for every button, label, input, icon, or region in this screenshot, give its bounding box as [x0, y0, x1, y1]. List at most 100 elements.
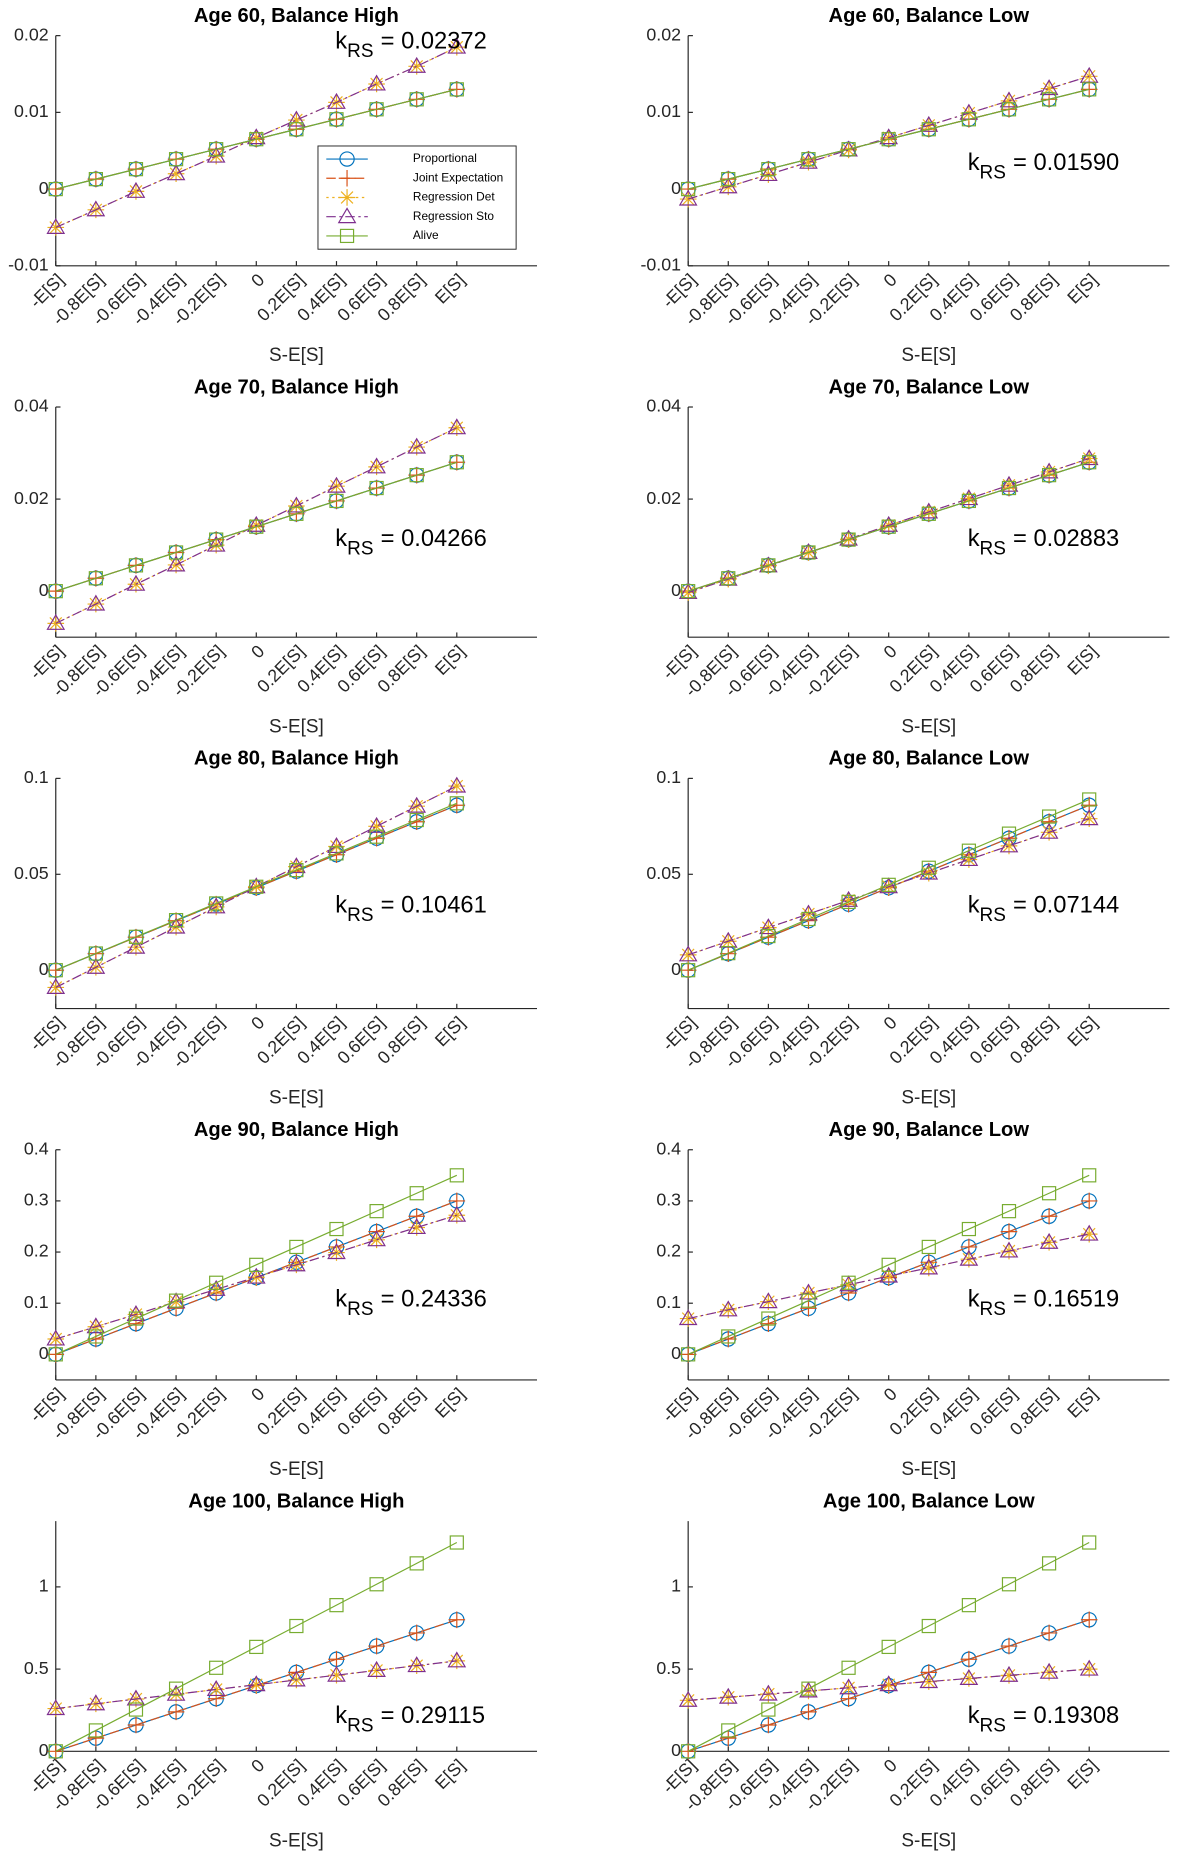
marker [678, 945, 698, 962]
panel-title: Age 80, Balance High [194, 748, 399, 770]
marker [999, 836, 1019, 853]
y-tick-label: 0.02 [14, 24, 49, 44]
marker [168, 1293, 184, 1308]
marker [961, 112, 977, 127]
x-tick-label: E[S] [431, 641, 469, 679]
panel-title: Age 70, Balance Low [829, 376, 1030, 398]
y-tick-label: 0.4 [24, 1138, 49, 1158]
x-tick-label: 0 [247, 641, 268, 662]
marker [86, 1317, 106, 1334]
marker [246, 1675, 266, 1692]
series-line [687, 798, 1090, 971]
marker [999, 475, 1019, 492]
series-line [687, 1174, 1090, 1355]
marker [1000, 476, 1018, 494]
marker [1041, 809, 1057, 824]
marker [126, 574, 146, 591]
x-axis-label: S-E[S] [901, 1459, 956, 1480]
marker [168, 545, 184, 560]
marker [249, 519, 264, 534]
marker [679, 1310, 697, 1327]
marker [841, 894, 856, 910]
x-tick-label: 0 [880, 1384, 901, 1405]
marker [327, 92, 346, 109]
y-tick-label: 0.1 [656, 767, 681, 787]
series-line [55, 1214, 457, 1340]
y-tick-label: 0 [671, 1740, 681, 1760]
marker [86, 1694, 106, 1711]
marker [367, 816, 386, 833]
annotation-subscript: RS [980, 1299, 1006, 1320]
marker [760, 1716, 777, 1734]
marker [721, 1329, 736, 1344]
marker [799, 152, 818, 169]
y-tick-label: 0.4 [656, 1138, 681, 1158]
marker [999, 1241, 1019, 1258]
marker [840, 892, 857, 909]
marker [447, 776, 467, 793]
marker [287, 496, 306, 513]
marker [168, 1681, 184, 1696]
x-tick-label: E[S] [1063, 641, 1101, 679]
marker [721, 1723, 736, 1738]
x-tick-label: E[S] [1063, 1012, 1101, 1050]
x-axis-label: S-E[S] [901, 716, 956, 737]
y-tick-label: 0 [671, 580, 681, 600]
marker [801, 545, 816, 560]
marker [126, 181, 146, 198]
marker [960, 1650, 978, 1668]
marker [86, 200, 106, 217]
x-tick-label: 0 [880, 270, 901, 291]
marker [408, 1624, 426, 1642]
marker [289, 506, 304, 521]
marker [448, 1611, 466, 1629]
marker [367, 74, 386, 91]
y-tick-label: 0.1 [24, 767, 49, 787]
y-tick-label: 0.5 [24, 1658, 49, 1678]
marker [126, 937, 146, 954]
marker [88, 171, 103, 187]
marker [679, 961, 697, 979]
marker [920, 1259, 938, 1277]
annotation: kRS = 0.19308 [968, 1703, 1120, 1736]
marker [881, 877, 896, 892]
marker [1001, 826, 1017, 841]
marker [46, 613, 66, 630]
annotation-text: = 0.29115 [381, 1703, 485, 1729]
y-tick-label: 0.05 [646, 863, 681, 883]
annotation: kRS = 0.01590 [968, 150, 1120, 183]
x-tick-label: E[S] [431, 1012, 469, 1050]
marker [287, 110, 306, 127]
marker [1001, 1577, 1017, 1592]
marker [206, 1279, 226, 1296]
marker [841, 1275, 856, 1290]
marker [961, 843, 977, 858]
marker [1040, 80, 1058, 97]
marker [1040, 1624, 1058, 1642]
marker [960, 1670, 978, 1687]
marker [921, 122, 936, 137]
x-axis-label: S-E[S] [901, 1830, 956, 1851]
marker [801, 1293, 816, 1308]
marker [959, 489, 979, 506]
marker [329, 846, 344, 861]
panel-title: Age 60, Balance High [194, 5, 399, 27]
marker [1080, 1660, 1098, 1678]
panel-title: Age 80, Balance Low [829, 748, 1030, 770]
marker [407, 1218, 427, 1235]
annotation-subscript: RS [980, 905, 1006, 926]
x-axis-label: S-E[S] [901, 345, 956, 366]
marker [247, 1676, 265, 1694]
y-tick-label: 0 [671, 959, 681, 979]
series-line [55, 1174, 458, 1355]
marker [1000, 1637, 1018, 1655]
x-tick-label: 0 [247, 270, 268, 291]
marker [408, 813, 426, 831]
marker [681, 1347, 696, 1362]
annotation-text: = 0.02883 [1013, 526, 1119, 552]
marker [1001, 1204, 1017, 1219]
marker [1040, 1207, 1058, 1225]
annotation-text: = 0.16519 [1013, 1287, 1119, 1313]
marker [801, 911, 816, 927]
marker [447, 37, 467, 54]
